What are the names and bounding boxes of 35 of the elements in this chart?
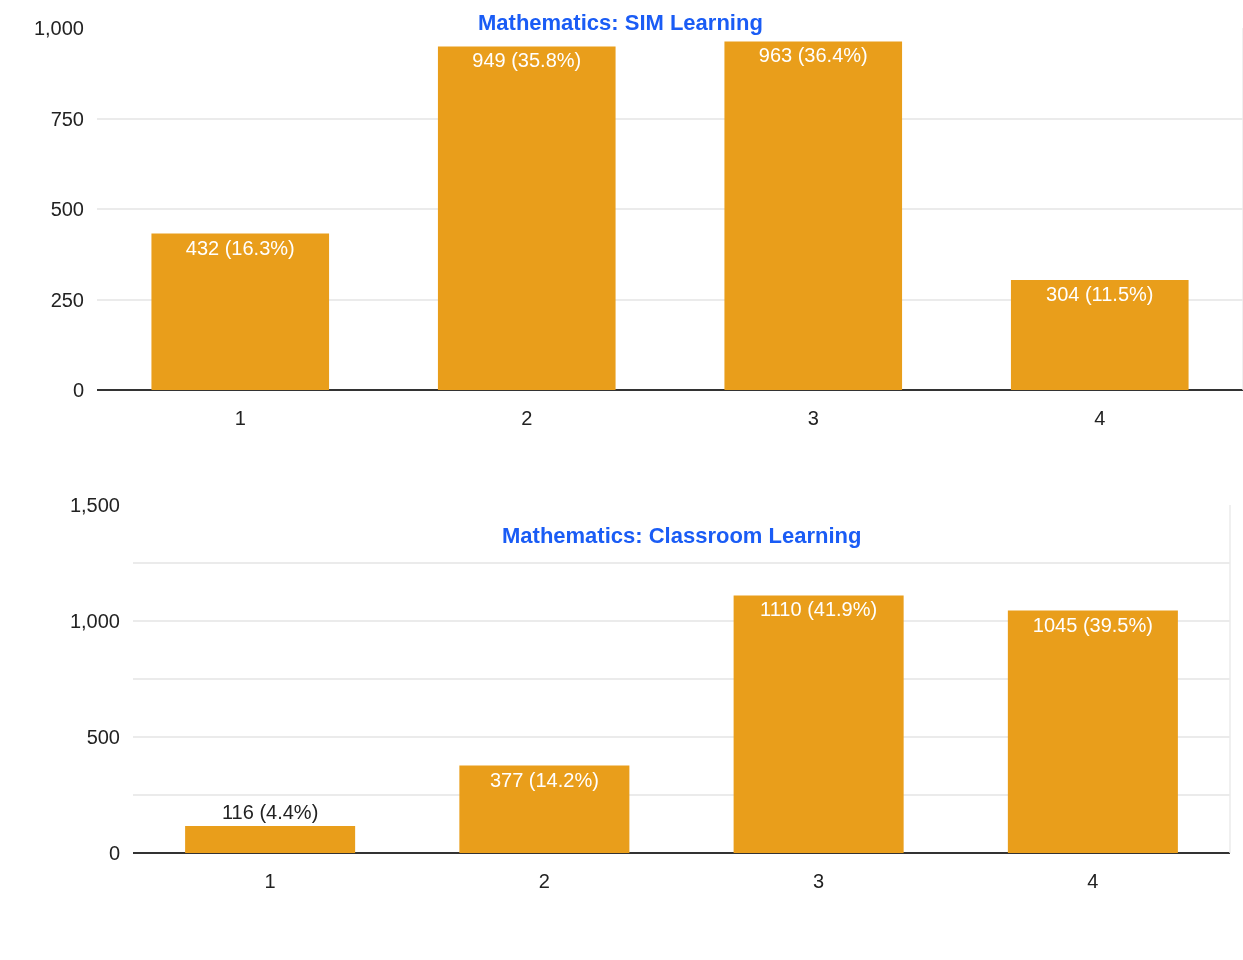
data-label: 304 (11.5%) — [1046, 282, 1154, 305]
x-tick-label: 3 — [807, 407, 819, 429]
y-tick-label: 1,000 — [69, 610, 120, 632]
x-tick-label: 4 — [1094, 407, 1106, 429]
x-tick-label: 4 — [1087, 870, 1099, 892]
y-tick-label: 0 — [72, 379, 84, 401]
y-tick-label: 500 — [50, 198, 84, 220]
data-label: 116 (4.4%) — [221, 801, 319, 824]
x-tick-label: 1 — [264, 870, 276, 892]
data-label: 1045 (39.5%) — [1032, 613, 1153, 636]
text: Mathematics: Classroom Learning — [502, 523, 862, 548]
bar — [1007, 610, 1178, 853]
data-label: 949 (35.8%) — [472, 49, 582, 72]
y-tick-label: 500 — [86, 726, 120, 748]
chart-title: Mathematics: SIM Learning — [478, 10, 763, 35]
y-tick-label: 250 — [50, 288, 84, 311]
x-tick-label: 3 — [813, 870, 825, 892]
bar — [724, 41, 903, 390]
bar — [1010, 279, 1189, 390]
y-tick-label: 1,500 — [69, 494, 120, 516]
y-tick-label: 0 — [108, 842, 120, 864]
x-tick-label: 2 — [521, 407, 533, 429]
data-label: 432 (16.3%) — [185, 236, 295, 259]
bar — [185, 826, 356, 853]
data-label: 1110 (41.9%) — [760, 598, 878, 621]
data-label: 377 (14.2%) — [489, 768, 599, 791]
y-tick-label: 1,000 — [33, 17, 84, 39]
x-tick-label: 1 — [234, 407, 246, 429]
bar — [151, 233, 330, 390]
bar — [733, 595, 904, 853]
x-tick-label: 2 — [538, 870, 550, 892]
y-tick-label: 750 — [50, 107, 84, 130]
data-label: 963 (36.4%) — [758, 44, 868, 67]
bar — [459, 765, 630, 853]
bar — [437, 46, 616, 390]
